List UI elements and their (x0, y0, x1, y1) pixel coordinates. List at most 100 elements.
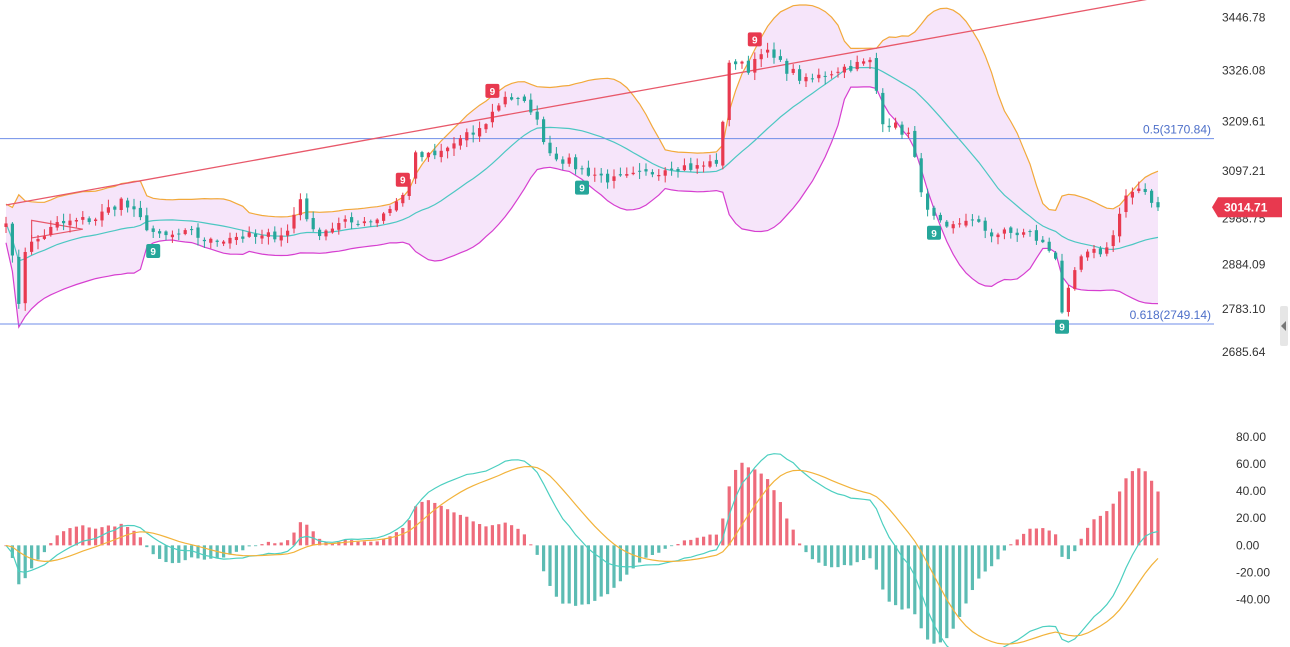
macd-histogram-bar (913, 545, 917, 615)
bollinger-upper-band (5, 4, 1159, 218)
td-marker: 9 (927, 225, 941, 240)
candle (433, 143, 437, 160)
td-marker: 9 (146, 243, 161, 258)
macd-panel (4, 453, 1160, 647)
td-marker: 9 (395, 172, 410, 187)
candle (497, 103, 501, 112)
macd-histogram-bar (503, 522, 507, 546)
macd-histogram-bar (900, 545, 904, 610)
candle (695, 158, 699, 174)
macd-histogram-bar (990, 545, 994, 567)
candle-body (1060, 260, 1064, 313)
td-marker-count: 9 (150, 247, 156, 258)
candle-body (849, 65, 853, 71)
candle (119, 197, 123, 216)
macd-histogram-bar (1009, 544, 1013, 546)
candle-body (874, 58, 878, 91)
candle-body (49, 226, 53, 236)
candle (580, 165, 584, 175)
last-price-value: 3014.71 (1224, 200, 1268, 214)
fibonacci-labels: 0.5(3170.84) 0.618(2749.14) (1130, 123, 1211, 322)
candle (606, 169, 610, 189)
candle-body (567, 157, 571, 164)
candle-body (426, 152, 430, 158)
candle-body (42, 236, 46, 239)
candle-body (1137, 188, 1141, 192)
candle-body (151, 228, 155, 232)
candle (894, 117, 898, 130)
candle-body (906, 132, 910, 134)
td-marker: 9 (1055, 319, 1069, 334)
candle (542, 116, 546, 145)
candle-body (36, 238, 40, 242)
macd-histogram-bar (42, 545, 46, 553)
macd-histogram-bar (471, 521, 475, 546)
candle (138, 200, 142, 221)
macd-histogram-bar (1054, 534, 1058, 546)
td-marker-badge (485, 83, 500, 98)
candle-body (1002, 229, 1006, 234)
macd-histogram-bar (650, 545, 654, 555)
candle-body (1092, 248, 1096, 253)
candle (938, 212, 942, 223)
macd-histogram-bar (356, 541, 360, 546)
candle-body (580, 168, 584, 170)
candle (170, 230, 174, 243)
candle-body (785, 60, 789, 74)
candle-body (23, 251, 27, 304)
macd-histogram-bar (1028, 528, 1032, 546)
macd-histogram-bar (778, 502, 782, 546)
candle (209, 237, 213, 249)
macd-histogram-bar (81, 525, 85, 546)
bollinger-middle-band (5, 66, 1159, 262)
macd-histogram-bar (798, 543, 802, 546)
candle (1022, 228, 1026, 238)
td-marker: 9 (485, 83, 500, 98)
macd-histogram-bar (17, 545, 21, 585)
macd-histogram-bar (209, 545, 213, 559)
candle-body (522, 96, 526, 102)
candle (1073, 267, 1077, 291)
macd-histogram-bar (132, 530, 136, 546)
candle-body (631, 172, 635, 175)
candle (266, 228, 270, 245)
candle (721, 120, 725, 170)
candle-body (266, 232, 270, 237)
candle (446, 146, 450, 159)
candle (68, 213, 72, 233)
candle (561, 156, 565, 170)
collapse-panel-handle[interactable] (1280, 306, 1288, 346)
macd-histogram-bar (279, 542, 283, 546)
candle-body (657, 174, 661, 177)
macd-histogram-bar (484, 526, 488, 546)
candle-body (593, 174, 597, 176)
candle (1028, 229, 1032, 237)
candle-body (1009, 227, 1013, 233)
candle (30, 235, 34, 255)
last-price-tag: 3014.71 (1212, 197, 1282, 218)
candle-body (913, 130, 917, 157)
macd-histogram-bar (1041, 528, 1045, 546)
candle-body (87, 218, 91, 222)
macd-histogram-bar (74, 526, 78, 546)
macd-histogram-bar (638, 545, 642, 563)
price-tick-label: 3209.61 (1222, 115, 1266, 129)
candle (414, 150, 418, 184)
candle (465, 128, 469, 148)
macd-histogram-bar (529, 544, 533, 546)
candle (36, 235, 40, 250)
candle (241, 229, 245, 243)
candle (279, 227, 283, 247)
candle (426, 151, 430, 162)
macd-histogram-bar (452, 512, 456, 546)
macd-histogram-bar (247, 545, 251, 547)
candle (1047, 237, 1051, 253)
candle-body (574, 157, 578, 170)
macd-histogram-bar (286, 540, 290, 546)
macd-histogram-bar (465, 516, 469, 546)
candle-body (503, 96, 507, 105)
price-axis: 3446.783326.083209.613097.212988.752884.… (1222, 10, 1266, 359)
candle (113, 205, 117, 217)
td-marker-count: 9 (400, 176, 406, 187)
macd-histogram-bar (106, 525, 110, 546)
